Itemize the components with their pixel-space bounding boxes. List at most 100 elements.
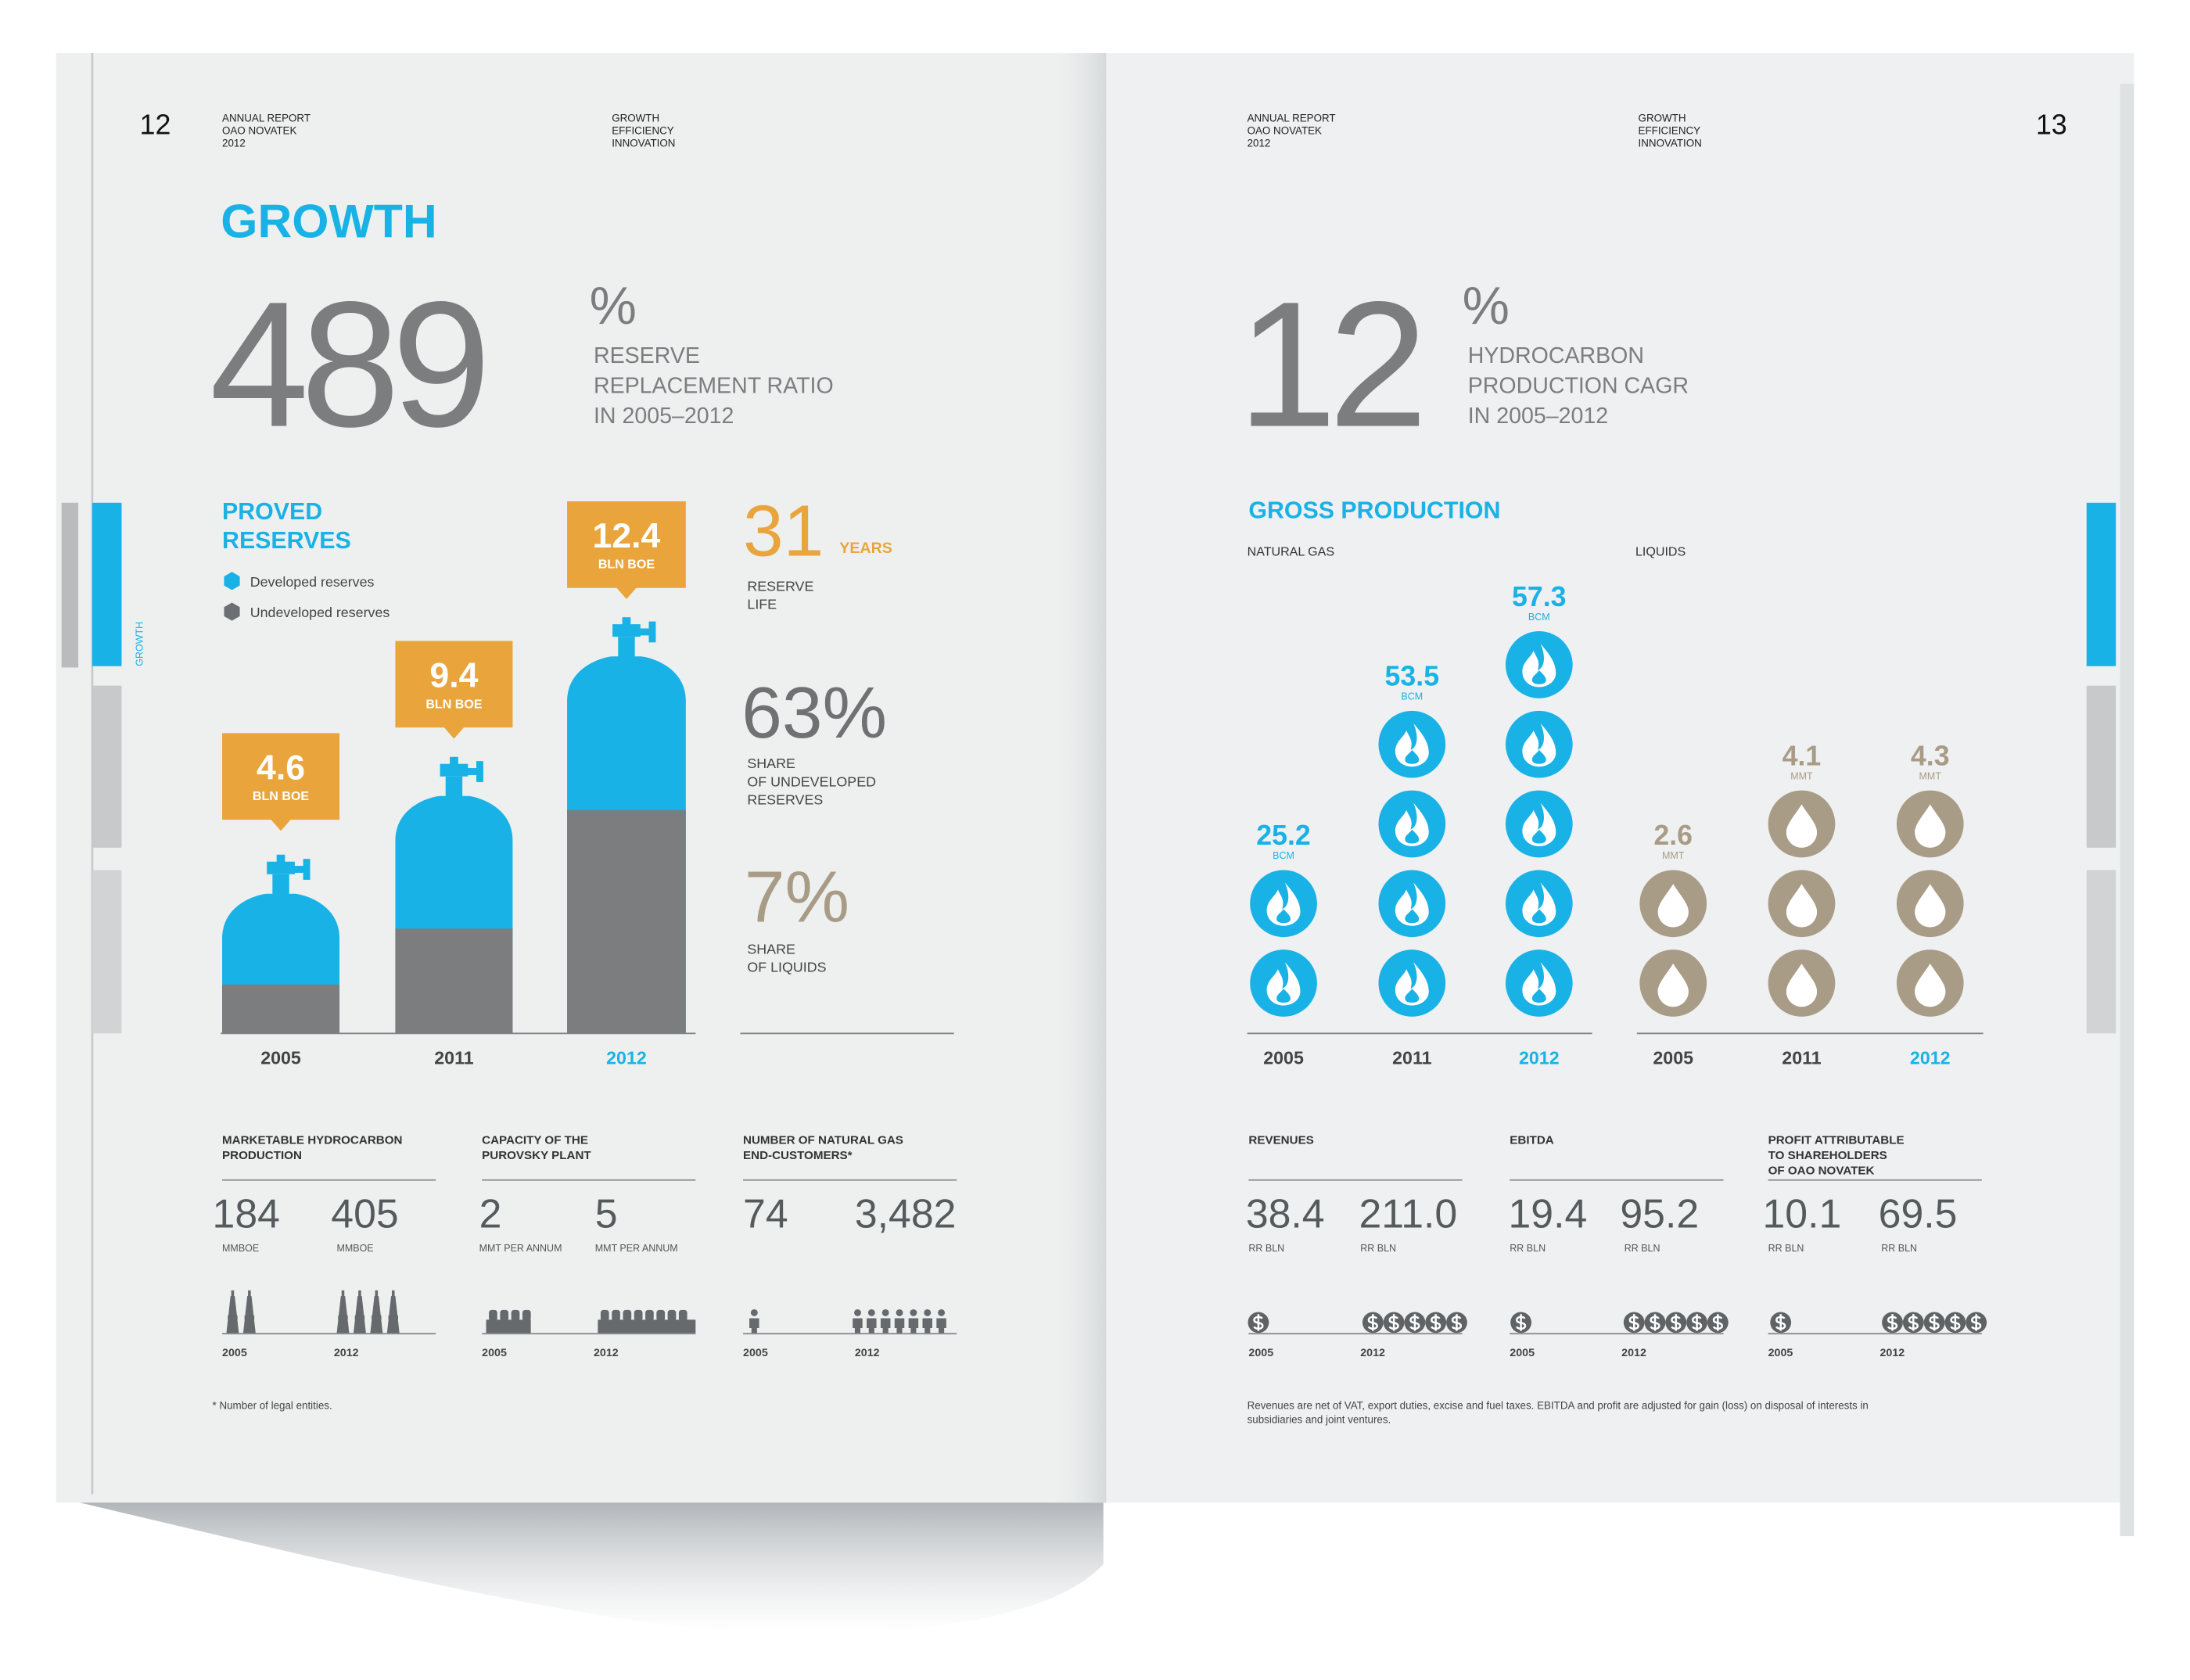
- metric-value: 74: [743, 1190, 788, 1236]
- gas-flame: [1522, 802, 1556, 847]
- group-label: LIQUIDS: [1635, 545, 1686, 559]
- header-motto: GROWTH: [612, 112, 659, 124]
- header-report: 2012: [1248, 137, 1271, 149]
- legend-swatch: [224, 602, 240, 621]
- person-icon: [910, 1308, 917, 1316]
- metric-unit: RR BLN: [1248, 1243, 1284, 1254]
- person-icon: [749, 1318, 759, 1334]
- value-callout: [395, 641, 513, 739]
- production-unit: BCM: [1401, 691, 1423, 702]
- gutter: [1047, 52, 1107, 1503]
- gas-flame: [1395, 882, 1429, 926]
- headline-unit: %: [1463, 277, 1510, 336]
- plant-icon: [500, 1309, 509, 1322]
- metric-title: NUMBER OF NATURAL GAS: [743, 1133, 903, 1147]
- year-label: 2012: [1519, 1048, 1560, 1068]
- person-icon: [938, 1308, 946, 1316]
- coin-symbol: [1650, 1314, 1660, 1331]
- bottle-neck: [272, 874, 289, 896]
- stat-label: LIFE: [747, 596, 777, 612]
- person-icon: [880, 1318, 891, 1334]
- page-tab-edge: [61, 502, 79, 668]
- gas-icon: [1505, 949, 1573, 1017]
- liquid-drop: [1786, 964, 1818, 1007]
- bottle-undeveloped: [222, 984, 340, 1034]
- gas-flame-inner: [1531, 909, 1546, 924]
- person-icon: [867, 1308, 875, 1316]
- liquid-drop: [1915, 804, 1946, 848]
- callout-unit: BLN BOE: [425, 697, 483, 711]
- metric-year: 2005: [222, 1347, 247, 1359]
- metric-unit: MMBOE: [336, 1243, 373, 1254]
- header-report: ANNUAL REPORT: [1248, 112, 1336, 124]
- plant-icon: [623, 1309, 632, 1322]
- headline-description: IN 2005–2012: [1468, 404, 1608, 429]
- gas-icon: [1378, 949, 1446, 1017]
- person-icon: [867, 1318, 877, 1334]
- callout-value: 12.4: [593, 517, 661, 555]
- production-value: 25.2: [1256, 820, 1311, 851]
- gas-flame: [1395, 723, 1429, 767]
- stat-label: RESERVES: [747, 792, 823, 807]
- headline-description: REPLACEMENT RATIO: [594, 374, 834, 399]
- person-icon: [922, 1318, 932, 1334]
- footnote: subsidiaries and joint ventures.: [1248, 1413, 1391, 1425]
- gas-icon: [1505, 790, 1573, 858]
- bottle-cap: [267, 861, 295, 874]
- production-unit: MMT: [1790, 770, 1813, 781]
- coin-symbol: [1628, 1314, 1639, 1331]
- liquid-drop: [1786, 804, 1818, 848]
- metric-year: 2012: [1360, 1347, 1385, 1359]
- side-tab: [2086, 685, 2116, 848]
- chart-title: RESERVES: [222, 528, 351, 554]
- value-callout: [222, 733, 340, 831]
- metric-unit: RR BLN: [1768, 1243, 1804, 1254]
- rig-icon: [336, 1295, 350, 1334]
- metric-title: PUROVSKY PLANT: [482, 1149, 591, 1162]
- gas-flame-inner: [1276, 909, 1291, 924]
- gas-flame-inner: [1531, 670, 1546, 684]
- callout-value: 4.6: [257, 748, 305, 787]
- page-shadow: [56, 1497, 1104, 1634]
- metric-year: 2012: [334, 1347, 359, 1359]
- legend-label: Developed reserves: [250, 574, 375, 590]
- rig-icon: [375, 1290, 379, 1298]
- headline-description: RESERVE: [594, 343, 700, 368]
- gas-flame-inner: [1405, 989, 1420, 1003]
- callout-unit: BLN BOE: [253, 789, 310, 803]
- headline-value: 489: [210, 265, 483, 465]
- stat-value: 63%: [741, 672, 887, 753]
- coin-symbol: [1515, 1314, 1527, 1331]
- header-motto: EFFICIENCY: [1639, 124, 1701, 136]
- gas-flame: [1522, 644, 1556, 687]
- production-value: 2.6: [1653, 820, 1693, 851]
- bottle-neck: [445, 776, 463, 798]
- metric-value: 38.4: [1246, 1190, 1325, 1236]
- gas-flame-inner: [1531, 749, 1546, 764]
- plant-icon: [678, 1309, 688, 1322]
- metric-value: 19.4: [1509, 1190, 1588, 1236]
- gas-flame-inner: [1405, 749, 1420, 764]
- liquid-drop: [1657, 964, 1689, 1007]
- coin-symbol: [1775, 1314, 1786, 1331]
- plant-icon: [634, 1309, 643, 1322]
- metric-value: 5: [595, 1190, 618, 1236]
- production-value: 53.5: [1385, 661, 1439, 692]
- metric-unit: MMBOE: [222, 1243, 259, 1254]
- metric-value: 405: [331, 1190, 398, 1236]
- rig-icon: [341, 1290, 345, 1298]
- rig-icon: [358, 1290, 361, 1298]
- metric-title: END-CUSTOMERS*: [743, 1149, 853, 1162]
- stat-unit: YEARS: [839, 540, 892, 557]
- plant-icon: [612, 1309, 620, 1322]
- page-number: 13: [2036, 109, 2067, 140]
- stat-label: OF LIQUIDS: [747, 960, 826, 975]
- coin-symbol: [1367, 1314, 1378, 1331]
- liquid-drop: [1786, 884, 1818, 928]
- metric-title: REVENUES: [1248, 1133, 1313, 1147]
- gas-flame-inner: [1531, 989, 1546, 1003]
- year-label: 2005: [1263, 1048, 1304, 1068]
- metric-value: 211.0: [1359, 1190, 1457, 1236]
